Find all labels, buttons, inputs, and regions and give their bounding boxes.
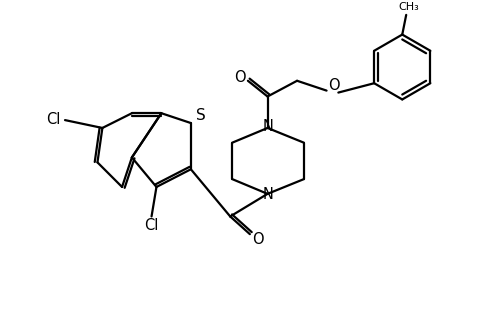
Text: S: S [196,108,206,123]
Text: O: O [252,231,264,246]
Text: CH₃: CH₃ [399,2,420,12]
Text: N: N [262,120,273,135]
Text: O: O [234,70,246,85]
Text: Cl: Cl [46,111,60,126]
Text: Cl: Cl [144,218,159,233]
Text: N: N [262,187,273,202]
Text: O: O [328,78,339,93]
